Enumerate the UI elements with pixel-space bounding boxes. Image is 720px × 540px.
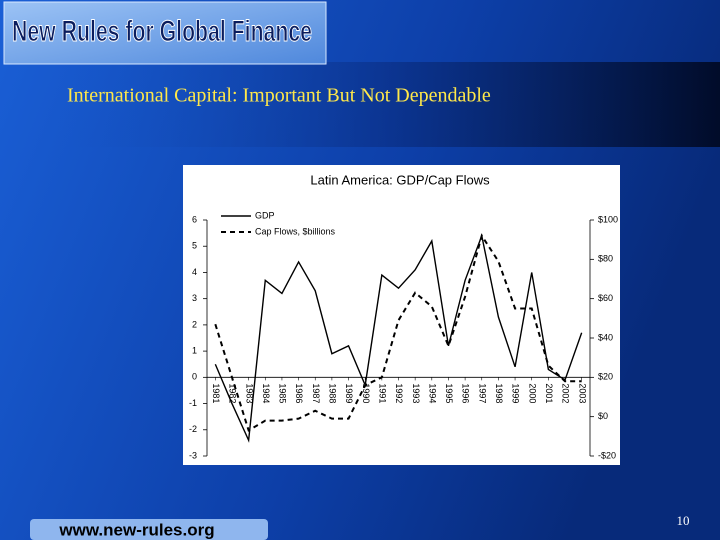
x-tick-label: 2001: [544, 383, 554, 403]
x-tick-label: 2003: [577, 383, 587, 403]
x-tick-label: 1992: [394, 383, 404, 403]
slide-title: International Capital: Important But Not…: [67, 85, 491, 107]
y-tick-label: 4: [192, 267, 197, 277]
legend-label: GDP: [255, 210, 275, 220]
x-tick-label: 1984: [261, 383, 271, 403]
x-tick-label: 1991: [377, 383, 387, 403]
y-tick-label: -1: [189, 398, 197, 408]
y-tick-label: -3: [189, 450, 197, 460]
chart: Latin America: GDP/Cap Flows -3 -2 -1 0 1 2 3 4…: [189, 172, 618, 460]
y2-tick-label: $20: [598, 372, 613, 382]
header-title: New Rules for Global Finance: [12, 15, 312, 48]
y2-tick-label: $60: [598, 293, 613, 303]
x-tick-label: 1990: [361, 383, 371, 403]
x-tick-label: 1999: [511, 383, 521, 403]
x-tick-label: 1986: [294, 383, 304, 403]
legend-label: Cap Flows, $billions: [255, 226, 336, 236]
y-tick-label: -2: [189, 424, 197, 434]
x-tick-label: 1996: [461, 383, 471, 403]
page-number: 10: [677, 513, 690, 528]
y-tick-label: 0: [192, 372, 197, 382]
y2-tick-label: $80: [598, 254, 613, 264]
x-tick-label: 1998: [494, 383, 504, 403]
y-tick-label: 6: [192, 214, 197, 224]
x-tick-label: 1987: [311, 383, 321, 403]
x-tick-label: 1988: [328, 383, 338, 403]
chart-box: [183, 165, 620, 465]
x-tick-label: 1985: [278, 383, 288, 403]
header-box: [3, 1, 327, 65]
y2-tick-label: $100: [598, 214, 618, 224]
title-band: [55, 62, 720, 147]
footer-url: www.new-rules.org: [58, 520, 214, 539]
y2-tick-label: -$20: [598, 450, 616, 460]
x-tick-label: 1982: [228, 383, 238, 403]
x-tick-label: 2002: [561, 383, 571, 403]
y2-tick-label: $40: [598, 332, 613, 342]
x-tick-label: 2000: [527, 383, 537, 403]
footer-box: [30, 519, 268, 540]
y2-tick-label: $0: [598, 411, 608, 421]
x-tick-label: 1993: [411, 383, 421, 403]
y-tick-label: 2: [192, 319, 197, 329]
chart-title: Latin America: GDP/Cap Flows: [310, 172, 490, 187]
series-line: [214, 233, 583, 443]
x-tick-label: 1994: [427, 383, 437, 403]
x-tick-label: 1995: [444, 383, 454, 403]
y-tick-label: 3: [192, 293, 197, 303]
x-tick-label: 1983: [244, 383, 254, 403]
y-tick-label: 1: [192, 345, 197, 355]
x-tick-label: 1997: [477, 383, 487, 403]
x-tick-label: 1981: [211, 383, 221, 403]
y-tick-label: 5: [192, 241, 197, 251]
series-line: [214, 233, 582, 432]
x-tick-label: 1989: [344, 383, 354, 403]
